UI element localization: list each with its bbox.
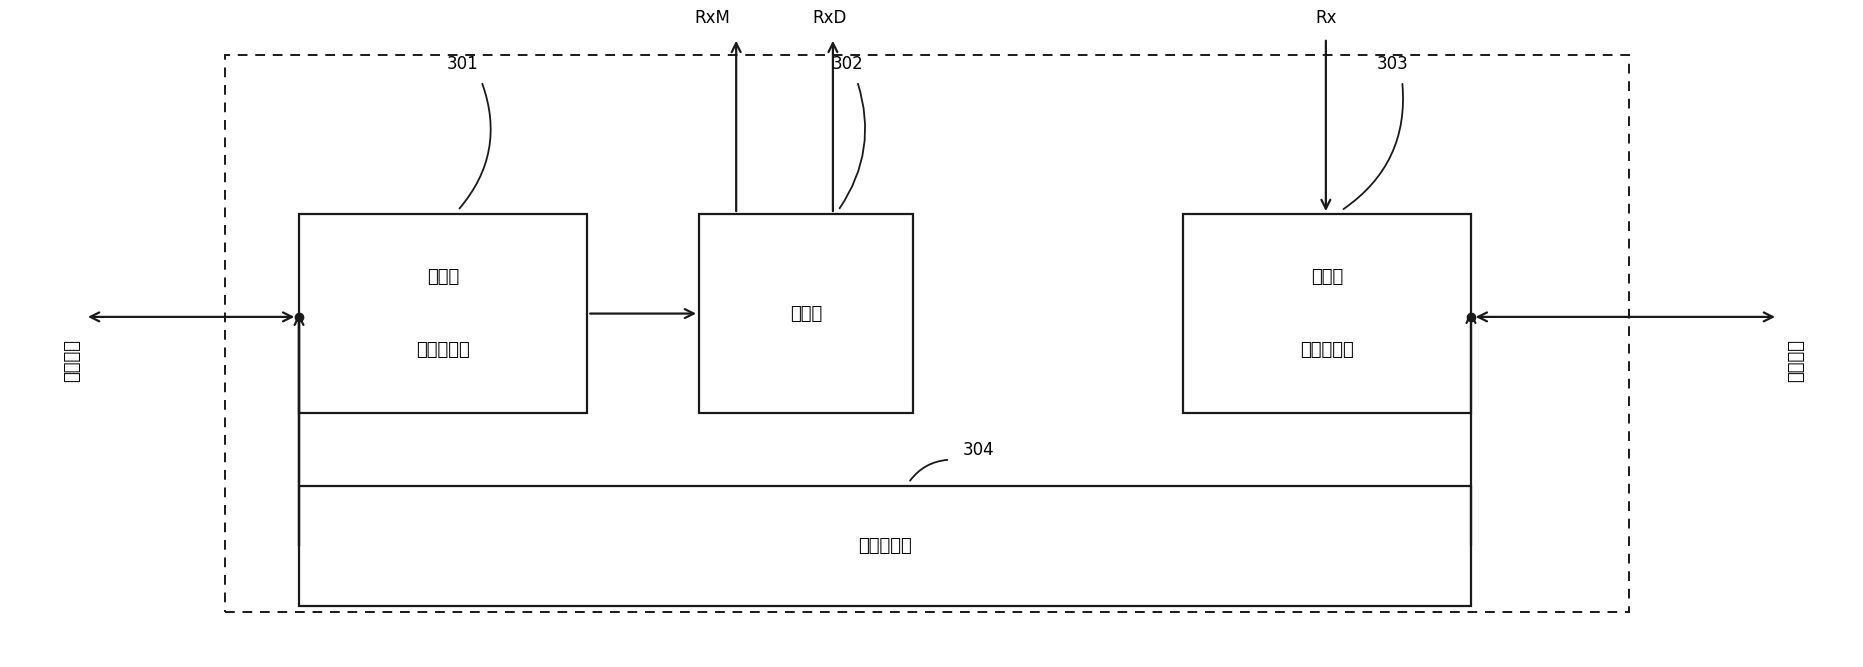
Text: RxD: RxD [812, 9, 846, 27]
Bar [300, 486, 1472, 606]
Text: 天线接口: 天线接口 [63, 339, 82, 382]
Text: 天线端: 天线端 [427, 268, 460, 286]
Bar [1183, 214, 1472, 414]
Bar [699, 214, 913, 414]
Text: 发射滤波器: 发射滤波器 [859, 537, 911, 555]
Text: 机柜接口: 机柜接口 [1787, 339, 1805, 382]
Text: 接收滤波器: 接收滤波器 [1300, 341, 1354, 359]
Text: 303: 303 [1377, 55, 1408, 73]
Bar [300, 214, 587, 414]
Text: RxM: RxM [695, 9, 730, 27]
Text: 功分器: 功分器 [790, 305, 822, 323]
Text: Rx: Rx [1315, 9, 1336, 27]
Text: 301: 301 [447, 55, 479, 73]
Bar [225, 55, 1628, 612]
Text: 302: 302 [833, 55, 864, 73]
Text: 304: 304 [961, 441, 993, 459]
Text: 接收滤波器: 接收滤波器 [415, 341, 469, 359]
Text: 机柜端: 机柜端 [1312, 268, 1343, 286]
